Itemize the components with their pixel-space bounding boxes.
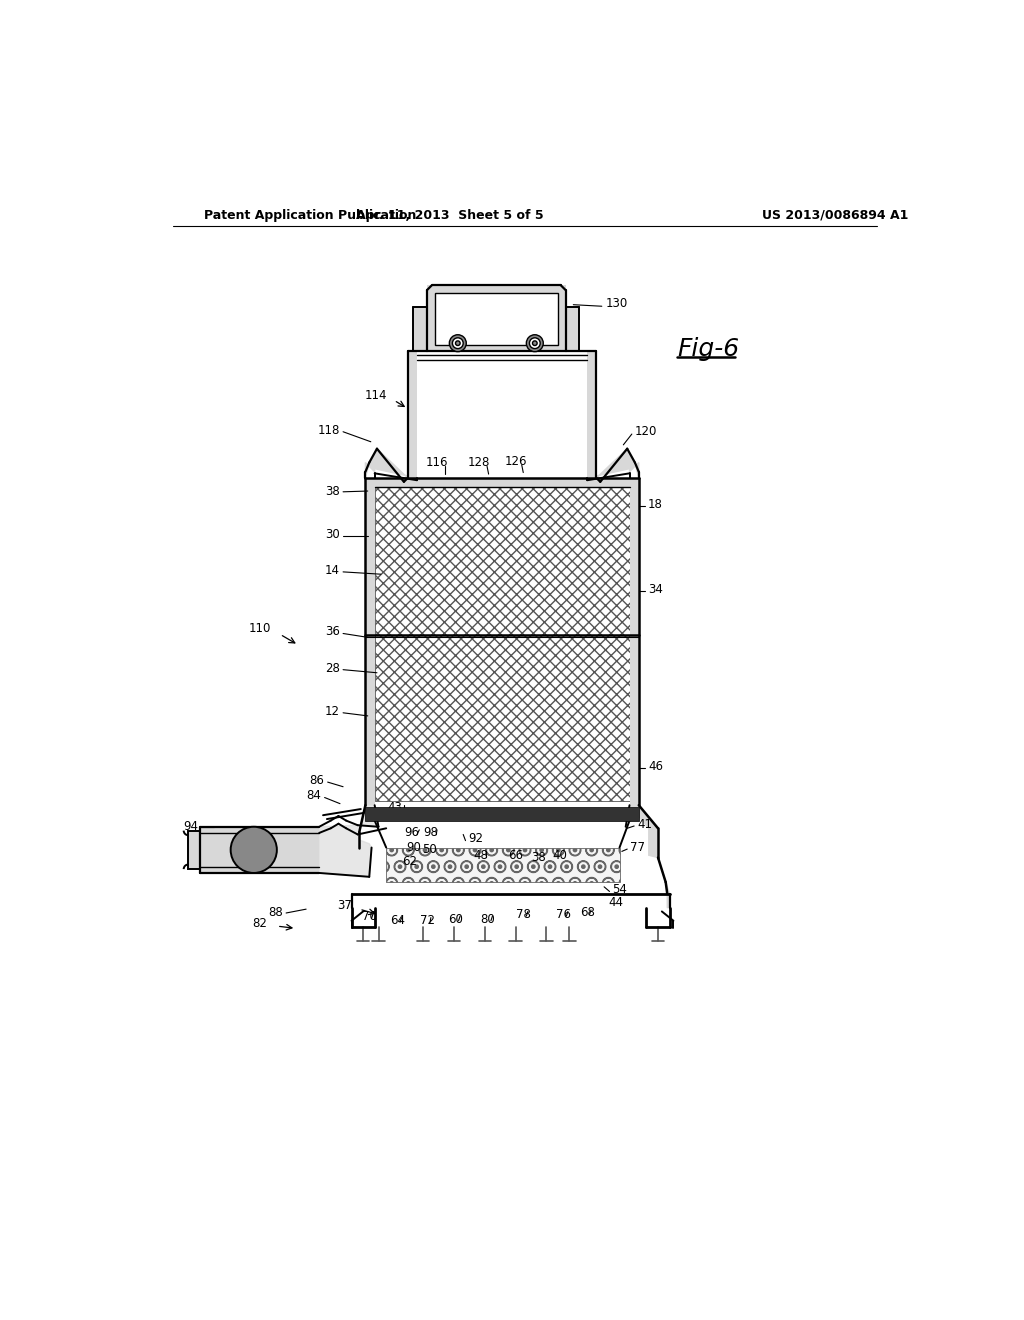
- Text: 12: 12: [325, 705, 340, 718]
- Polygon shape: [630, 805, 670, 908]
- Text: 114: 114: [365, 389, 387, 403]
- Text: 128: 128: [467, 455, 489, 469]
- Text: 64: 64: [390, 915, 406, 927]
- Text: 80: 80: [480, 912, 496, 925]
- Bar: [366, 807, 639, 821]
- Polygon shape: [319, 805, 379, 876]
- Text: 110: 110: [249, 622, 270, 635]
- Text: 70: 70: [361, 911, 377, 924]
- Bar: [587, 351, 596, 478]
- Bar: [413, 308, 427, 351]
- Circle shape: [246, 842, 261, 858]
- Polygon shape: [366, 449, 417, 478]
- Text: 116: 116: [426, 455, 449, 469]
- Text: 130: 130: [605, 297, 628, 310]
- Bar: [386, 847, 620, 882]
- Bar: [200, 826, 319, 873]
- Text: 77: 77: [630, 841, 644, 854]
- Text: 46: 46: [648, 760, 663, 774]
- Circle shape: [456, 341, 460, 346]
- Bar: [408, 351, 417, 478]
- Text: 126: 126: [504, 454, 526, 467]
- Text: 66: 66: [508, 849, 523, 862]
- Text: 37: 37: [337, 899, 351, 912]
- Text: 48: 48: [473, 849, 488, 862]
- Bar: [565, 308, 580, 351]
- Text: 14: 14: [325, 564, 340, 577]
- Text: 38: 38: [531, 851, 546, 865]
- Text: 86: 86: [309, 774, 325, 787]
- Text: 50: 50: [422, 843, 436, 857]
- Bar: [630, 478, 639, 805]
- Bar: [375, 487, 630, 635]
- Text: 88: 88: [268, 907, 283, 920]
- Text: 120: 120: [635, 425, 657, 438]
- Text: 54: 54: [611, 883, 627, 896]
- Text: 44: 44: [608, 896, 623, 909]
- Text: 30: 30: [326, 528, 340, 541]
- Polygon shape: [587, 449, 639, 478]
- Text: 84: 84: [306, 789, 322, 803]
- Text: 68: 68: [580, 907, 595, 920]
- Circle shape: [237, 833, 270, 867]
- Text: US 2013/0086894 A1: US 2013/0086894 A1: [762, 209, 908, 222]
- Text: 118: 118: [317, 424, 340, 437]
- Circle shape: [532, 341, 538, 346]
- Circle shape: [250, 846, 258, 854]
- Text: 92: 92: [468, 832, 483, 845]
- Text: 90: 90: [407, 841, 421, 854]
- Text: 76: 76: [556, 908, 570, 921]
- Circle shape: [529, 338, 541, 348]
- Circle shape: [526, 335, 544, 351]
- Text: 72: 72: [420, 915, 434, 927]
- Text: 34: 34: [648, 583, 663, 597]
- Text: 78: 78: [516, 908, 530, 921]
- Text: Fig-6: Fig-6: [677, 338, 739, 362]
- Bar: [375, 635, 630, 801]
- Text: 96: 96: [404, 826, 419, 840]
- Circle shape: [230, 826, 276, 873]
- Text: 62: 62: [401, 855, 417, 869]
- Bar: [375, 478, 630, 487]
- Text: Patent Application Publication: Patent Application Publication: [204, 209, 416, 222]
- Text: 82: 82: [253, 916, 267, 929]
- Text: 41: 41: [637, 818, 652, 832]
- Text: 98: 98: [423, 826, 438, 840]
- Bar: [435, 293, 558, 345]
- Text: 43: 43: [387, 801, 402, 814]
- Text: 94: 94: [183, 820, 199, 833]
- Circle shape: [453, 338, 463, 348]
- Text: 40: 40: [553, 849, 567, 862]
- Bar: [427, 285, 565, 351]
- Bar: [188, 830, 200, 869]
- Text: 124: 124: [451, 310, 473, 323]
- Text: 18: 18: [648, 499, 663, 511]
- Text: 38: 38: [326, 484, 340, 498]
- Circle shape: [450, 335, 466, 351]
- Text: 60: 60: [449, 912, 463, 925]
- Text: 36: 36: [326, 626, 340, 639]
- Text: 28: 28: [326, 661, 340, 675]
- Bar: [366, 478, 375, 805]
- Text: Apr. 11, 2013  Sheet 5 of 5: Apr. 11, 2013 Sheet 5 of 5: [356, 209, 544, 222]
